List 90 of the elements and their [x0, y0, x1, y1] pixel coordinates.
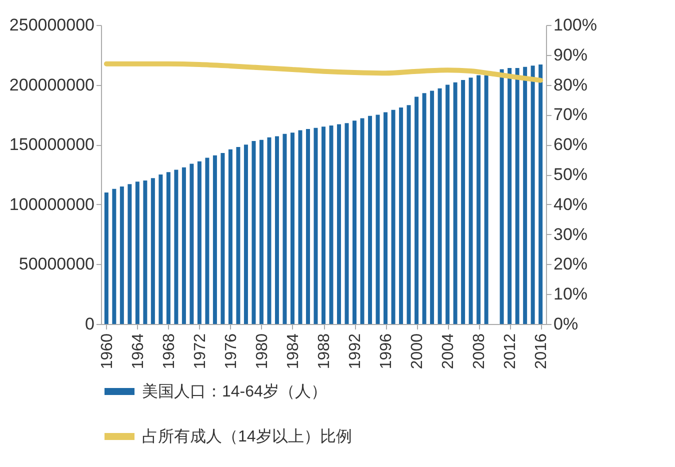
bar [399, 108, 404, 324]
x-tick-label: 1984 [284, 333, 302, 370]
y2-tick-label: 20% [554, 254, 588, 274]
x-tick-label: 1964 [130, 333, 147, 370]
bar [530, 66, 535, 324]
bar [135, 182, 140, 324]
bar [360, 118, 364, 324]
bar [306, 129, 310, 324]
bar [329, 125, 334, 324]
bar [274, 136, 279, 324]
bar [446, 84, 450, 324]
x-tick-label: 1988 [316, 333, 333, 370]
bar [128, 184, 132, 324]
bar [236, 146, 240, 324]
bar [158, 174, 163, 324]
bar [112, 188, 116, 324]
bar [515, 68, 520, 324]
bar [190, 164, 194, 324]
x-tick-label: 1968 [160, 333, 178, 370]
bar [205, 158, 210, 324]
bar [104, 192, 108, 324]
bar [430, 90, 434, 324]
bar [220, 152, 225, 324]
x-tick-label: 2008 [471, 333, 488, 370]
x-tick-label: 2004 [440, 333, 458, 370]
y2-tick-label: 70% [554, 105, 588, 124]
bar [259, 140, 264, 324]
y-tick-label: 50000000 [18, 254, 94, 274]
bar [290, 132, 294, 324]
y2-tick-label: 100% [554, 16, 597, 34]
bar [523, 66, 528, 324]
y2-tick-label: 40% [554, 194, 588, 214]
x-tick-label: 1972 [192, 333, 209, 370]
y-tick-label: 100000000 [9, 194, 94, 214]
legend-label: 占所有成人（14岁以上）比例 [142, 428, 352, 446]
bar [422, 93, 426, 324]
bar [391, 110, 396, 324]
bar [453, 82, 458, 324]
bar [484, 75, 488, 324]
bar [174, 170, 178, 324]
x-tick-label: 1980 [254, 333, 271, 370]
x-tick-label: 2016 [533, 333, 550, 370]
bar [120, 186, 124, 324]
bar [352, 120, 357, 324]
bar [252, 141, 256, 324]
bar [538, 64, 543, 324]
x-tick-label: 1992 [347, 333, 364, 370]
bar [500, 69, 504, 324]
bar [143, 180, 148, 324]
bar [197, 161, 202, 324]
y2-tick-label: 0% [554, 314, 578, 334]
bar [150, 178, 155, 324]
bar [376, 114, 380, 324]
bar [314, 128, 318, 324]
y2-tick-label: 80% [554, 75, 588, 94]
bar [438, 88, 442, 324]
bar [468, 78, 473, 324]
bar [368, 116, 372, 324]
y-tick-label: 150000000 [9, 135, 94, 154]
x-tick-label: 2000 [409, 333, 426, 370]
x-tick-label: 1976 [222, 333, 240, 370]
bar [406, 105, 411, 324]
bar [476, 75, 481, 324]
bar [282, 134, 287, 324]
bar [414, 96, 419, 324]
bar [344, 123, 349, 324]
bar [337, 124, 342, 324]
y2-tick-label: 10% [554, 284, 588, 304]
x-tick-label: 1960 [98, 333, 116, 370]
bar [384, 112, 388, 324]
y2-tick-label: 50% [554, 165, 588, 184]
bar [244, 144, 248, 324]
bar [267, 137, 272, 324]
bar [182, 167, 186, 324]
y2-tick-label: 30% [554, 224, 588, 244]
legend-label: 美国人口：14-64岁（人） [142, 382, 327, 400]
bar [166, 172, 170, 324]
bar [212, 155, 217, 324]
bar [298, 130, 302, 324]
bar [228, 149, 232, 324]
y-tick-label: 0 [85, 314, 94, 334]
bar [508, 68, 512, 324]
y2-tick-label: 90% [554, 45, 588, 64]
y-tick-label: 200000000 [9, 75, 94, 94]
x-tick-label: 2012 [502, 333, 520, 370]
y2-tick-label: 60% [554, 135, 588, 154]
y-tick-label: 250000000 [9, 16, 94, 34]
bar [322, 126, 326, 324]
x-tick-label: 1996 [378, 333, 396, 370]
bar [461, 80, 466, 324]
